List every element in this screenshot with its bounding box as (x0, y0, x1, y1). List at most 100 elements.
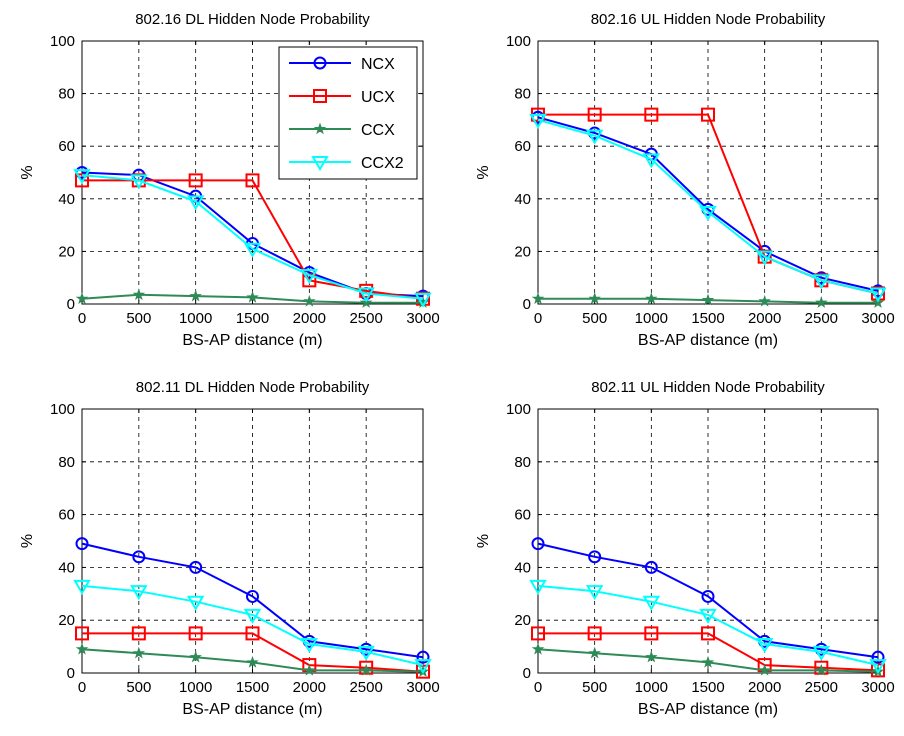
legend-label: CCX (361, 122, 395, 139)
series-line (81, 174, 424, 300)
data-point (869, 659, 887, 675)
data-point (815, 296, 828, 308)
chart-title: 802.16 UL Hidden Node Probability (591, 11, 826, 28)
y-tick-label: 100 (506, 33, 531, 50)
x-tick-label: 3000 (861, 679, 894, 696)
series-line (81, 542, 424, 659)
data-point (245, 626, 260, 641)
data-point (75, 626, 89, 641)
data-point (414, 292, 432, 308)
data-point (587, 626, 602, 641)
data-point (243, 242, 262, 258)
x-axis-label: BS-AP distance (m) (182, 332, 322, 349)
x-tick-label: 0 (534, 310, 542, 327)
data-point (246, 290, 259, 303)
series-line (537, 584, 879, 667)
data-point (75, 173, 89, 188)
data-point (189, 650, 202, 663)
x-tick-label: 2500 (805, 679, 838, 696)
data-point (131, 626, 146, 641)
data-point (130, 585, 148, 601)
y-tick-label: 0 (67, 296, 75, 313)
y-tick-label: 100 (50, 33, 75, 50)
data-point (644, 107, 659, 122)
data-point (189, 289, 202, 302)
x-tick-label: 3000 (861, 310, 894, 327)
legend-label: UCX (361, 89, 395, 106)
series-line (81, 584, 424, 667)
data-point (75, 537, 89, 551)
y-tick-label: 20 (514, 612, 531, 629)
data-point (300, 637, 319, 653)
data-point (414, 659, 432, 675)
data-point (359, 663, 373, 676)
data-point (869, 287, 887, 303)
data-point (73, 169, 91, 185)
y-tick-label: 20 (58, 243, 75, 260)
y-tick-label: 0 (523, 296, 531, 313)
legend-marker (311, 156, 329, 171)
x-tick-label: 2000 (748, 310, 781, 327)
data-point (645, 650, 658, 663)
x-tick-label: 500 (582, 310, 607, 327)
data-point (75, 292, 89, 305)
x-tick-label: 2000 (293, 310, 326, 327)
x-tick-label: 2500 (805, 310, 838, 327)
y-tick-label: 100 (506, 401, 531, 418)
data-point (186, 595, 205, 611)
x-axis-label: BS-AP distance (m) (182, 701, 322, 718)
x-tick-label: 500 (582, 679, 607, 696)
x-tick-label: 2500 (349, 310, 382, 327)
data-point (645, 292, 658, 305)
legend-label: NCX (361, 56, 395, 73)
data-point (188, 173, 203, 188)
data-point (699, 608, 717, 624)
chart-title: 802.11 DL Hidden Node Probability (136, 379, 370, 396)
data-point (871, 650, 885, 664)
x-tick-label: 2500 (349, 679, 382, 696)
data-point (644, 626, 659, 641)
x-tick-label: 1500 (236, 679, 269, 696)
series-ccx2 (529, 113, 887, 303)
y-tick-label: 20 (514, 243, 531, 260)
y-tick-label: 60 (514, 507, 531, 524)
chart-title: 802.11 UL Hidden Node Probability (591, 379, 825, 396)
data-point (75, 642, 89, 655)
data-point (246, 589, 259, 603)
data-point (588, 550, 602, 564)
y-axis-label: % (475, 165, 492, 179)
data-point (303, 663, 316, 676)
y-tick-label: 80 (514, 86, 531, 103)
y-tick-label: 60 (58, 507, 75, 524)
y-tick-label: 100 (50, 401, 75, 418)
data-point (531, 642, 545, 655)
y-tick-label: 60 (58, 138, 75, 155)
data-point (699, 205, 717, 221)
data-point (246, 655, 259, 668)
x-tick-label: 0 (78, 679, 86, 696)
data-point (644, 560, 658, 574)
data-point (531, 292, 545, 305)
x-tick-label: 1000 (179, 310, 212, 327)
x-tick-label: 2000 (293, 679, 326, 696)
series-ccx2 (73, 579, 432, 675)
y-axis-label: % (19, 165, 36, 179)
legend-label: CCX2 (361, 155, 404, 172)
x-tick-label: 1500 (236, 310, 269, 327)
data-point (701, 293, 715, 306)
series-ccx2 (529, 579, 887, 675)
y-tick-label: 40 (514, 191, 531, 208)
data-point (529, 579, 547, 595)
data-point (303, 294, 316, 307)
x-tick-label: 1500 (691, 679, 724, 696)
chart-panel: 0 500 1000 1500 2000 2500 3000 0 20 40 60 80 100 802.… (475, 379, 895, 718)
data-point (588, 646, 601, 659)
data-point (585, 585, 604, 601)
x-tick-label: 1000 (635, 310, 668, 327)
data-point (132, 288, 146, 301)
data-point (587, 107, 602, 122)
y-tick-label: 60 (514, 138, 531, 155)
y-tick-label: 80 (514, 454, 531, 471)
legend-box (278, 46, 418, 180)
data-point (701, 626, 715, 641)
